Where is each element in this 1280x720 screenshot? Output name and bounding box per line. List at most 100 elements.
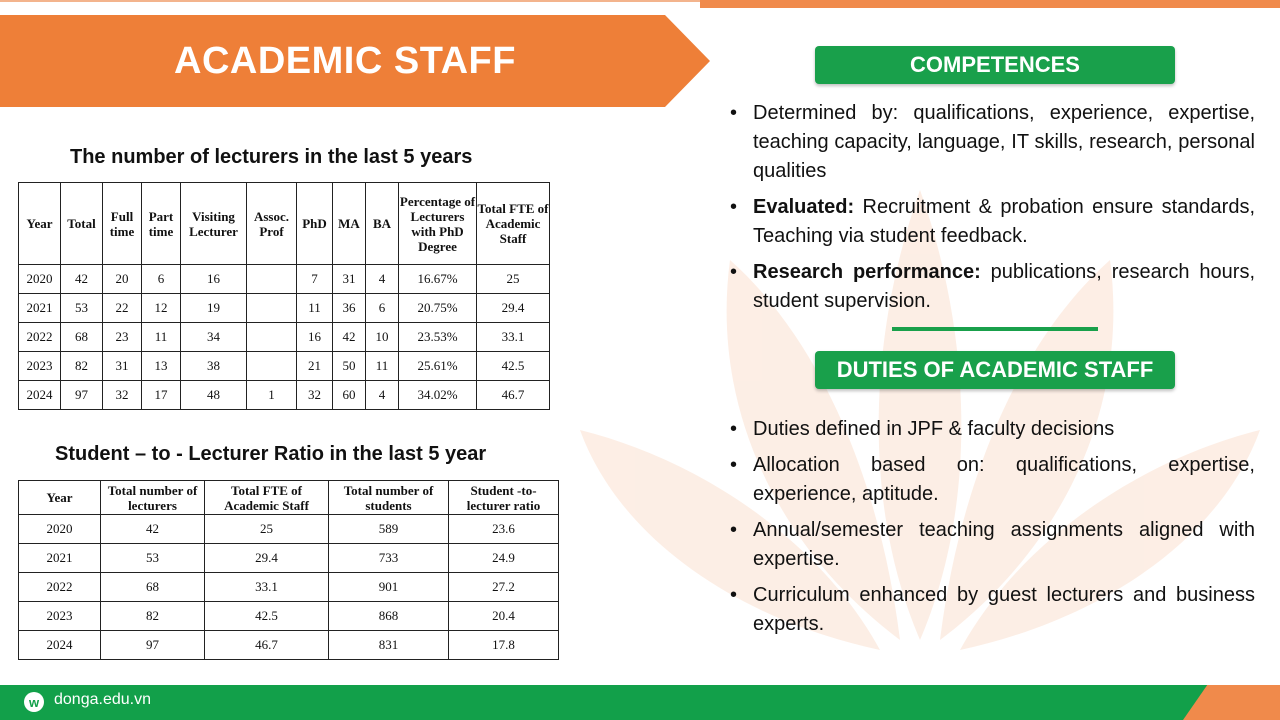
- table-cell: 17: [141, 380, 181, 410]
- table-cell: 32: [102, 380, 142, 410]
- table-cell: 42: [100, 514, 205, 544]
- table-cell: 2024: [18, 380, 61, 410]
- table-cell: 2024: [18, 630, 101, 660]
- table-cell: 42.5: [476, 351, 550, 381]
- table-cell: 23.53%: [398, 322, 477, 352]
- table-cell: 29.4: [204, 543, 329, 573]
- list-item: Allocation based on: qualifications, exp…: [728, 451, 1255, 509]
- table-cell: 11: [365, 351, 399, 381]
- list-item: Evaluated: Recruitment & probation ensur…: [728, 193, 1255, 251]
- list-item: Determined by: qualifications, experienc…: [728, 99, 1255, 186]
- table-header-cell: Part time: [141, 182, 181, 265]
- table-header-cell: Total FTE of Academic Staff: [476, 182, 550, 265]
- item-bold-label: Research performance:: [753, 261, 981, 283]
- table-cell: 82: [60, 351, 103, 381]
- table-header-cell: Total number of lecturers: [100, 480, 205, 515]
- table-cell: 2021: [18, 543, 101, 573]
- table-cell: 31: [102, 351, 142, 381]
- duties-list: Duties defined in JPF & faculty decision…: [728, 415, 1255, 646]
- table-cell: 23.6: [448, 514, 559, 544]
- table-cell: 831: [328, 630, 449, 660]
- table-cell: 42: [60, 264, 103, 294]
- list-item: Annual/semester teaching assignments ali…: [728, 516, 1255, 574]
- table-cell: 20.75%: [398, 293, 477, 323]
- table-cell: 68: [60, 322, 103, 352]
- table-cell: 23: [102, 322, 142, 352]
- table-cell: 12: [141, 293, 181, 323]
- item-text: Recruitment & probation ensure standards…: [753, 196, 1255, 247]
- table-cell: 42: [332, 322, 366, 352]
- table-row: 2023 82 42.5 868 20.4: [18, 601, 559, 631]
- competences-heading: COMPETENCES: [815, 46, 1175, 84]
- table-cell: 868: [328, 601, 449, 631]
- table-cell: 33.1: [204, 572, 329, 602]
- table-cell: 10: [365, 322, 399, 352]
- table-cell: 53: [60, 293, 103, 323]
- table-cell: 4: [365, 380, 399, 410]
- competences-list: Determined by: qualifications, experienc…: [728, 99, 1255, 323]
- table-cell: 33.1: [476, 322, 550, 352]
- table-header-cell: MA: [332, 182, 366, 265]
- table-cell: 34.02%: [398, 380, 477, 410]
- table-cell: 16: [296, 322, 333, 352]
- table-cell: 2022: [18, 572, 101, 602]
- table-header-cell: Year: [18, 182, 61, 265]
- table-row: 2024 97 32 17 48 1 32 60 4 34.02% 46.7: [18, 380, 550, 410]
- table-row: 2020 42 20 6 16 7 31 4 16.67% 25: [18, 264, 550, 294]
- table-header-cell: Student -to-lecturer ratio: [448, 480, 559, 515]
- table-cell: 11: [141, 322, 181, 352]
- table-cell: 24.9: [448, 543, 559, 573]
- section-divider: [892, 327, 1098, 331]
- table1-caption: The number of lecturers in the last 5 ye…: [70, 146, 473, 168]
- table-row: 2022 68 23 11 34 16 42 10 23.53% 33.1: [18, 322, 550, 352]
- table-cell: 589: [328, 514, 449, 544]
- table-row: 2020 42 25 589 23.6: [18, 514, 559, 544]
- table2-caption: Student – to - Lecturer Ratio in the las…: [55, 443, 487, 465]
- table-row: 2022 68 33.1 901 27.2: [18, 572, 559, 602]
- table-cell: 7: [296, 264, 333, 294]
- top-accent-line: [0, 0, 1280, 2]
- table-cell: 20: [102, 264, 142, 294]
- table-cell: 13: [141, 351, 181, 381]
- table-cell: 11: [296, 293, 333, 323]
- table-cell: 53: [100, 543, 205, 573]
- table-header-cell: Total: [60, 182, 103, 265]
- table-cell: 2020: [18, 264, 61, 294]
- table-row: 2021 53 22 12 19 11 36 6 20.75% 29.4: [18, 293, 550, 323]
- table-header-row: Year Total number of lecturers Total FTE…: [18, 480, 559, 515]
- table-header-cell: Visiting Lecturer: [180, 182, 247, 265]
- table-cell: 46.7: [204, 630, 329, 660]
- page-title: ACADEMIC STAFF: [174, 39, 516, 82]
- table-cell: 42.5: [204, 601, 329, 631]
- table-cell: 36: [332, 293, 366, 323]
- table-row: 2021 53 29.4 733 24.9: [18, 543, 559, 573]
- table-header-cell: Year: [18, 480, 101, 515]
- table-cell: 6: [365, 293, 399, 323]
- table-row: 2024 97 46.7 831 17.8: [18, 630, 559, 660]
- table-cell: 16: [180, 264, 247, 294]
- table-cell: 97: [100, 630, 205, 660]
- table-cell: 25: [476, 264, 550, 294]
- top-accent-strip: [700, 0, 1280, 8]
- table-cell: 68: [100, 572, 205, 602]
- table-cell: 48: [180, 380, 247, 410]
- footer-site-link[interactable]: donga.edu.vn: [54, 691, 151, 708]
- table-cell: 34: [180, 322, 247, 352]
- table-cell: 97: [60, 380, 103, 410]
- table-cell: 4: [365, 264, 399, 294]
- table-cell: 2022: [18, 322, 61, 352]
- table-header-cell: Total number of students: [328, 480, 449, 515]
- ratio-table: Year Total number of lecturers Total FTE…: [18, 480, 559, 660]
- table-cell: 31: [332, 264, 366, 294]
- table-cell: 22: [102, 293, 142, 323]
- table-cell: 6: [141, 264, 181, 294]
- table-cell: 38: [180, 351, 247, 381]
- lecturers-table: Year Total Full time Part time Visiting …: [18, 182, 550, 410]
- table-cell: 16.67%: [398, 264, 477, 294]
- table-cell: [246, 351, 297, 381]
- table-header-cell: PhD: [296, 182, 333, 265]
- list-item: Research performance: publications, rese…: [728, 258, 1255, 316]
- table-header-cell: BA: [365, 182, 399, 265]
- table-header-cell: Total FTE of Academic Staff: [204, 480, 329, 515]
- table-cell: 27.2: [448, 572, 559, 602]
